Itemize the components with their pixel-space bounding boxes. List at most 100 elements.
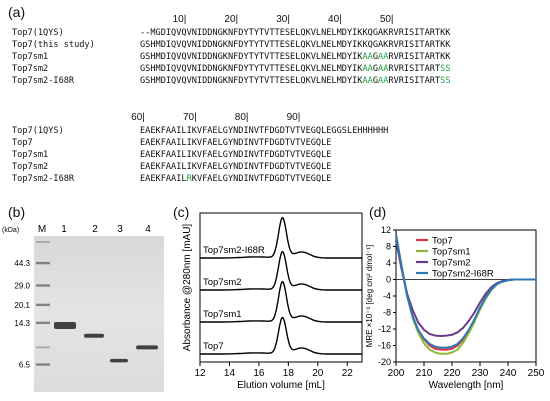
marker-size-label: 29.0 [14, 281, 30, 290]
sequence-segment: G [372, 76, 379, 86]
sequence-row: EAEKFAAILIKVFAELGYNDINVTFDGDTVTVEGQLEGGS… [140, 125, 388, 137]
legend-entry: Top7 [432, 236, 453, 247]
sequence-row: GSHMDIQVQVNIDDNGKNFDYTYTVTTESELQKVLNELMD… [140, 51, 450, 63]
x-axis-label: Elution volume [mL] [237, 380, 325, 391]
x-tick-label: 240 [500, 368, 517, 379]
lane-label: 1 [61, 224, 67, 235]
x-tick-label: 20 [312, 368, 324, 379]
x-tick-label: 230 [472, 368, 489, 379]
sequence-name: Top7(1QYS) [12, 126, 64, 136]
series-label: Top7sm1 [203, 309, 242, 320]
sequence-segment: RVRISITART [388, 64, 441, 74]
series-label: Top7sm2-I68R [203, 245, 265, 256]
panel-d-label: (d) [369, 204, 387, 220]
gel-background [34, 236, 164, 392]
sequence-segment: G [372, 52, 379, 62]
sequence-segment: EAEKFAAIL [140, 174, 187, 184]
position-tick: 80| [234, 112, 249, 123]
marker-band [36, 261, 50, 265]
sequence-name: Top7(1QYS) [12, 28, 64, 38]
sequence-row: GSHMDIQVQVNIDDNGKNFDYTYTVTTESELQKVLNELMD… [140, 39, 450, 51]
y-tick-label: 12 [381, 225, 391, 235]
lane-label: 2 [92, 224, 98, 235]
y-tick-label: -12 [378, 324, 391, 334]
position-tick: 60| [131, 112, 145, 123]
marker-band [36, 303, 50, 307]
marker-band [36, 346, 50, 349]
chromatogram-line [200, 250, 362, 291]
sequence-row: --MGDIQVQVNIDDNGKNFDYTYTVTTESELQKVLNELMD… [140, 27, 450, 39]
mutated-residues: R [186, 174, 192, 184]
y-axis-label: MRE ×10⁻³ [deg cm² dmol⁻¹] [365, 245, 374, 347]
position-tick: 20| [224, 14, 239, 25]
mutated-residues: AA [362, 64, 373, 74]
y-tick-label: 8 [386, 242, 391, 252]
sequence-name: Top7sm2-I68R [12, 76, 75, 86]
x-tick-label: 220 [444, 368, 461, 379]
series-label: Top7sm2 [203, 277, 242, 288]
chromatogram-line [200, 216, 362, 259]
sequence-segment: KVFAELGYNDINVTFDGDTVTVEGQLE [191, 174, 332, 184]
sequence-segment: GSHMDIQVQVNIDDNGKNFDYTYTVTTESELQKVLNELMD… [140, 76, 363, 86]
panel-b-label: (b) [8, 204, 26, 220]
y-tick-label: -20 [378, 357, 391, 367]
lane-label: M [38, 224, 46, 235]
x-tick-label: 16 [253, 368, 265, 379]
legend-entry: Top7sm2 [432, 258, 471, 269]
sequence-row: EAEKFAAILIKVFAELGYNDINVTFDGDTVTVEGQLE [140, 137, 331, 149]
mutated-residues: AA [362, 52, 373, 62]
sequence-name: Top7(this study) [12, 40, 95, 50]
alignment-block-2: 60| 70| 80| 90| Top7(1QYS) EAEKFAAILIKVFAELGY… [12, 112, 542, 192]
x-axis-label: Wavelength [nm] [429, 380, 504, 391]
marker-band [36, 284, 50, 287]
sequence-row: GSHMDIQVQVNIDDNGKNFDYTYTVTTESELQKVLNELMD… [140, 75, 451, 87]
marker-band [36, 321, 50, 325]
position-tick: 40| [328, 14, 342, 25]
sequence-segment: RVRISITARTKK [388, 52, 451, 62]
position-tick: 50| [379, 14, 394, 25]
y-tick-label: 4 [386, 258, 391, 268]
protein-band [54, 322, 76, 330]
sequence-segment: GSHMDIQVQVNIDDNGKNFDYTYTVTTESELQKVLNELMD… [140, 52, 363, 62]
alignment-block-1: 10| 20| 30| 40| 50| Top7(1QYS) --MGDIQVQVNIDDN… [12, 14, 542, 94]
x-tick-label: 250 [528, 368, 545, 379]
sequence-row: EAEKFAAILIKVFAELGYNDINVTFDGDTVTVEGQLE [140, 149, 331, 161]
panel-c-label: (c) [173, 204, 190, 220]
mutated-residues: AA [378, 76, 389, 86]
protein-band [110, 358, 128, 363]
legend-entry: Top7sm2-I68R [432, 269, 494, 280]
lane-label: 3 [117, 224, 123, 235]
sequence-segment: RVRISITART [388, 76, 441, 86]
x-tick-label: 12 [194, 368, 206, 379]
x-tick-label: 200 [388, 368, 405, 379]
sequence-name: Top7 [12, 138, 33, 148]
sequence-segment: EAEKFAAILIKVFAELGYNDINVTFDGDTVTVEGQLEGGS… [140, 126, 389, 136]
sequence-segment: GSHMDIQVQVNIDDNGKNFDYTYTVTTESELQKVLNELMD… [140, 40, 451, 50]
chromatogram-line [200, 280, 362, 323]
position-tick: 70| [182, 112, 197, 123]
panel-a-label: (a) [8, 4, 26, 20]
position-tick: 10| [172, 14, 187, 25]
y-tick-label: -8 [383, 308, 391, 318]
marker-size-label: 20.1 [14, 301, 30, 310]
sequence-segment: EAEKFAAILIKVFAELGYNDINVTFDGDTVTVEGQLE [140, 162, 332, 172]
sequence-name: Top7sm2-I68R [12, 174, 75, 184]
x-tick-label: 14 [224, 368, 236, 379]
position-tick: 30| [276, 14, 290, 25]
y-tick-label: -4 [383, 291, 391, 301]
protein-band [84, 333, 104, 338]
plot-frame [199, 212, 363, 363]
sequence-name: Top7sm1 [12, 52, 49, 62]
mutated-residues: AA [362, 76, 373, 86]
sequence-segment: EAEKFAAILIKVFAELGYNDINVTFDGDTVTVEGQLE [140, 138, 332, 148]
mutated-residues: AA [378, 64, 389, 74]
y-tick-label: -16 [378, 341, 391, 351]
series-label: Top7 [203, 341, 224, 352]
sequence-row: GSHMDIQVQVNIDDNGKNFDYTYTVTTESELQKVLNELMD… [140, 63, 451, 75]
mutated-residues: SS [440, 64, 451, 74]
sequence-row: EAEKFAAILIKVFAELGYNDINVTFDGDTVTVEGQLE [140, 161, 331, 173]
x-tick-label: 18 [283, 368, 295, 379]
marker-size-label: 44.3 [14, 259, 30, 268]
mutated-residues: SS [440, 76, 451, 86]
